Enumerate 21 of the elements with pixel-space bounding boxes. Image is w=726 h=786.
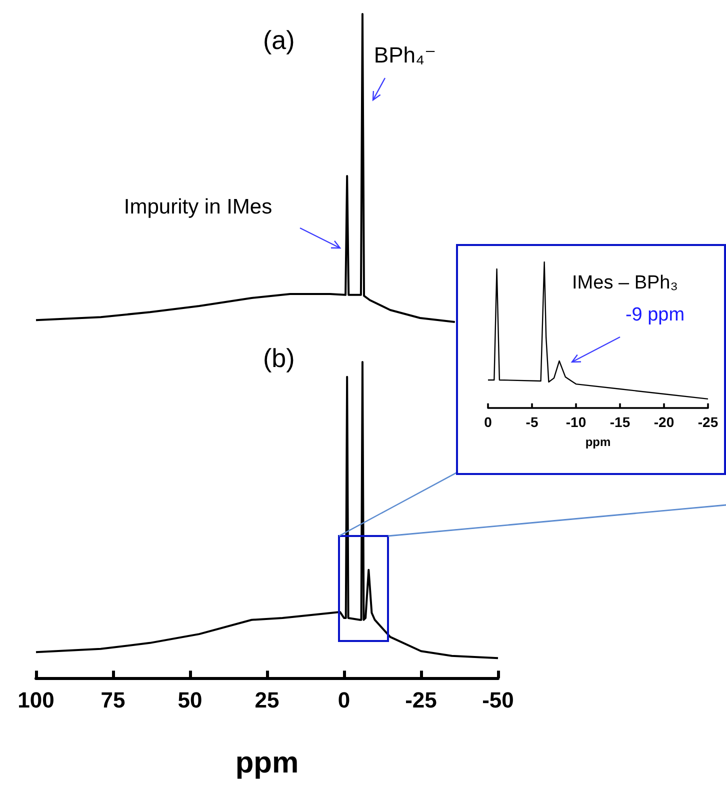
x-tick-label: -5 [526, 414, 538, 430]
x-tick-label: 100 [18, 688, 54, 712]
annotation: IMes – BPh₃ [572, 272, 678, 294]
chart-title: (a) [263, 25, 295, 55]
annotation: Impurity in IMes [124, 196, 272, 218]
x-tick-label: -15 [610, 414, 630, 430]
x-tick-label: -50 [482, 688, 514, 712]
x-tick-label: 0 [484, 414, 492, 430]
x-tick-label: -10 [566, 414, 586, 430]
x-tick-label: -20 [654, 414, 674, 430]
annotation: -9 ppm [625, 304, 685, 326]
chart-title: (b) [263, 343, 295, 373]
x-tick-label: 75 [100, 688, 126, 712]
x-tick-label: 50 [178, 688, 202, 712]
x-tick-label: -25 [405, 688, 437, 712]
x-tick-label: 0 [338, 688, 350, 712]
x-axis-title: ppm [585, 435, 611, 449]
x-axis-title: ppm [235, 746, 299, 780]
x-tick-label: 25 [254, 688, 280, 712]
annotation: BPh₄⁻ [374, 42, 436, 68]
x-tick-label: -25 [698, 414, 718, 430]
